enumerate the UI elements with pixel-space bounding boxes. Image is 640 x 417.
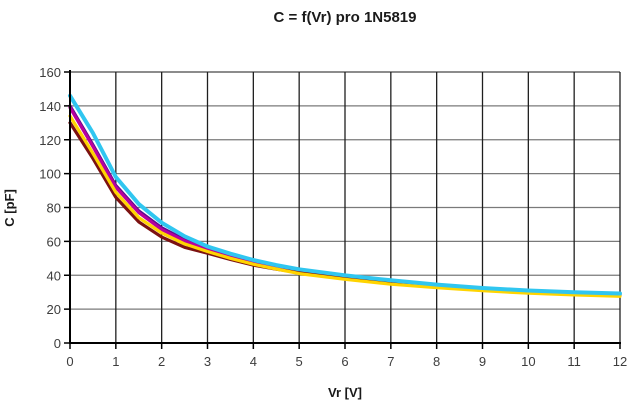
y-tick-label: 0 — [54, 336, 61, 351]
x-tick-label: 1 — [112, 354, 119, 369]
x-tick-label: 11 — [567, 354, 581, 369]
data-series-curves — [68, 93, 622, 298]
chart-title: C = f(Vr) pro 1N5819 — [274, 9, 417, 26]
y-tick-label: 120 — [39, 133, 61, 148]
gridlines — [70, 71, 621, 343]
x-axis-label: Vr [V] — [328, 385, 362, 400]
x-tick-label: 6 — [341, 354, 348, 369]
y-tick-label: 100 — [39, 167, 61, 182]
y-tick-label: 160 — [39, 65, 61, 80]
x-tick-label: 7 — [387, 354, 394, 369]
y-tick-label: 60 — [47, 234, 61, 249]
x-tick-label: 2 — [158, 354, 165, 369]
axes-and-ticks — [64, 70, 621, 349]
x-tick-label: 8 — [433, 354, 440, 369]
x-tick-label: 0 — [66, 354, 73, 369]
x-tick-label: 5 — [296, 354, 303, 369]
y-tick-label: 80 — [47, 201, 61, 216]
x-tick-label: 9 — [479, 354, 486, 369]
y-axis-label: C [pF] — [2, 189, 17, 227]
x-tick-label: 4 — [250, 354, 257, 369]
y-tick-label: 40 — [47, 268, 61, 283]
y-tick-label: 140 — [39, 99, 61, 114]
sample-yellow-curve — [68, 114, 622, 298]
x-tick-label: 3 — [204, 354, 211, 369]
x-tick-label: 10 — [521, 354, 535, 369]
sample-cyan-curve — [68, 93, 622, 296]
x-tick-label: 12 — [613, 354, 627, 369]
y-tick-label: 20 — [47, 302, 61, 317]
